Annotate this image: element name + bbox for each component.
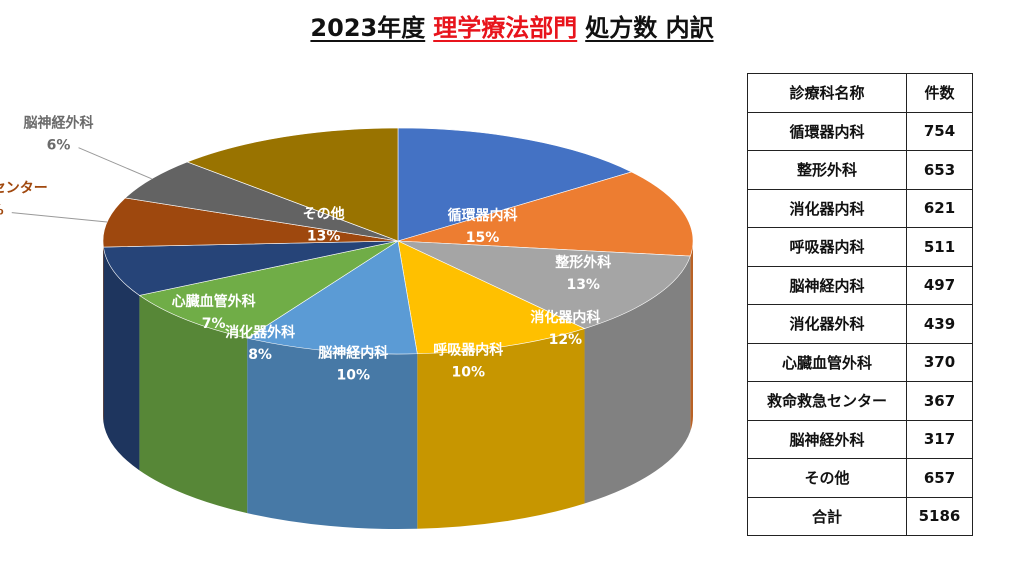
pie-wall [247,338,418,529]
table-row: 脳神経内科 497 [747,265,973,305]
row-count: 367 [906,381,973,421]
row-count: 497 [906,265,973,305]
slice-percent: 6% [47,138,71,154]
slice-label: 循環器内科 [448,207,518,224]
pie-slice [103,240,399,296]
count-table: 診療科名称 件数 循環器内科 754 整形外科 653 消化器内科 621 呼吸器内科 511… [747,73,973,536]
slice-percent: 12% [549,332,583,348]
title-department: 理学療法部門 [433,14,578,42]
row-name: 救命救急センター [747,381,907,421]
slice-label: その他 [303,205,345,222]
pie-slice [138,240,399,339]
table-row: 救命救急センター 367 [747,381,973,421]
pie-wall [690,241,693,432]
row-count: 621 [906,188,973,228]
title-suffix: 処方数 内訳 [585,14,714,42]
slice-label: 脳神経外科 [24,115,94,132]
table-row: その他 657 [747,458,973,498]
pie-chart: 循環器内科 15% 整形外科 13% 消化器内科 12% 呼吸器内科 10% 脳神経内科 10% 消… [0,115,694,529]
pie-slice [397,127,633,242]
row-count: 439 [906,304,973,344]
table-header-row: 診療科名称 件数 [747,73,973,113]
slice-percent: 8% [248,347,272,363]
leader-line [78,147,152,180]
pie-slice [397,240,586,355]
table-row: 脳神経外科 317 [747,419,973,459]
row-name: 脳神経内科 [747,265,907,305]
table-total-row: 合計 5186 [747,496,973,536]
pie-wall [139,295,248,514]
title-year: 2023年度 [310,14,426,42]
pie-slice [246,240,418,355]
row-count: 754 [906,111,973,151]
pie-slice [397,171,694,257]
row-name: 脳神経外科 [747,419,907,459]
pie-slice [186,127,399,242]
table-row: 消化器外科 439 [747,304,973,344]
slice-percent: 7% [0,203,4,219]
row-name: 心臓血管外科 [747,342,907,382]
row-count: 653 [906,150,973,190]
slice-percent: 10% [336,367,370,383]
table-row: 心臓血管外科 370 [747,342,973,382]
slice-percent: 10% [451,364,485,380]
table-row: 呼吸器内科 511 [747,227,973,267]
row-count: 657 [906,458,973,498]
row-count: 317 [906,419,973,459]
total-label: 合計 [747,496,907,536]
header-name: 診療科名称 [747,73,907,113]
row-count: 370 [906,342,973,382]
table-row: 消化器内科 621 [747,188,973,228]
total-count: 5186 [906,496,973,536]
slice-percent: 13% [307,228,341,244]
slice-label: 呼吸器内科 [433,341,503,358]
pie-wall [417,328,585,529]
slice-percent: 13% [566,277,600,293]
header-count: 件数 [906,73,973,113]
table-row: 循環器内科 754 [747,111,973,151]
slice-label: 心臓血管外科 [172,293,256,310]
row-name: 呼吸器内科 [747,227,907,267]
pie-slice [397,240,691,329]
slice-label: 脳神経内科 [318,344,388,361]
row-name: その他 [747,458,907,498]
pie-slice [102,197,399,248]
slice-label: 消化器内科 [530,309,600,326]
row-name: 消化器内科 [747,188,907,228]
table-row: 整形外科 653 [747,150,973,190]
slice-percent: 7% [202,316,226,332]
leader-line [11,212,108,223]
slice-label: 消化器外科 [225,324,295,341]
row-name: 整形外科 [747,150,907,190]
slice-percent: 15% [466,230,500,246]
row-name: 循環器内科 [747,111,907,151]
row-count: 511 [906,227,973,267]
pie-wall [103,247,140,471]
chart-title: 2023年度 理学療法部門 処方数 内訳 [0,8,1024,43]
row-name: 消化器外科 [747,304,907,344]
slice-label: 整形外科 [554,254,611,271]
pie-wall [584,256,691,504]
slice-label: 救命救急センター [0,180,48,197]
